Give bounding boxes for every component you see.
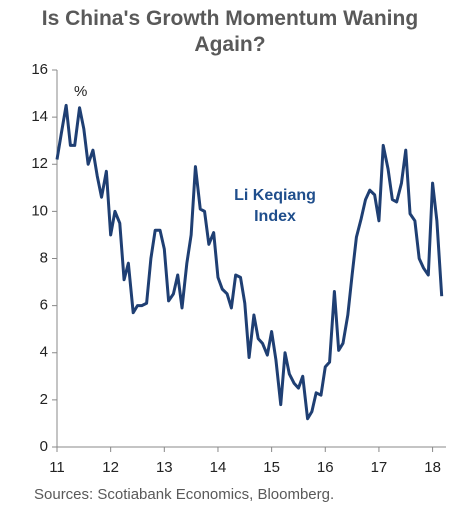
x-tick-label: 14 — [210, 459, 227, 476]
y-unit-label: % — [74, 83, 87, 100]
x-tick-label: 12 — [102, 459, 119, 476]
y-tick-label: 0 — [40, 438, 48, 455]
y-tick-label: 4 — [40, 344, 48, 361]
y-tick-label: 6 — [40, 297, 48, 314]
source-note: Sources: Scotiabank Economics, Bloomberg… — [34, 486, 335, 503]
x-tick-label: 13 — [156, 459, 173, 476]
x-tick-label: 15 — [263, 459, 280, 476]
y-tick-label: 8 — [40, 249, 48, 266]
y-tick-label: 16 — [31, 61, 48, 78]
data-line — [55, 103, 444, 421]
series-annotation: Li Keqiang Index — [234, 187, 316, 225]
x-tick-label: 16 — [317, 459, 334, 476]
y-tick-label: 14 — [31, 108, 48, 125]
x-tick-label: 18 — [424, 459, 441, 476]
y-tick-label: 12 — [31, 155, 48, 172]
y-tick-label: 2 — [40, 391, 48, 408]
chart-title: Is China's Growth Momentum Waning Again? — [41, 7, 419, 56]
y-tick-label: 10 — [31, 202, 48, 219]
x-tick-label: 17 — [371, 459, 388, 476]
x-tick-label: 11 — [49, 459, 65, 476]
